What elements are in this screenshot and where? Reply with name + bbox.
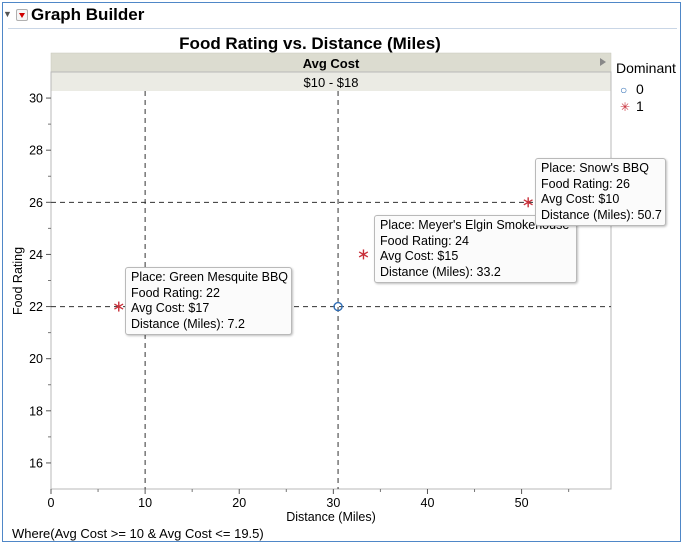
tooltip-distance: Distance (Miles): 50.7 [541,207,662,222]
y-tick-label: 24 [29,248,43,262]
group-value-label: $10 - $18 [304,75,359,90]
legend-label: 1 [636,98,644,114]
tooltip-cost: Avg Cost: $10 [541,192,620,206]
data-point-circle[interactable] [333,301,343,312]
y-tick-label: 16 [29,456,43,470]
x-tick-label: 40 [421,496,435,510]
header-divider [8,28,677,29]
y-tick-label: 18 [29,404,43,418]
data-point-asterisk[interactable] [358,249,369,260]
tooltip-distance: Distance (Miles): 7.2 [131,316,245,331]
group-header-label: Avg Cost [303,56,360,71]
data-point-asterisk[interactable] [523,197,533,208]
x-tick-label: 10 [138,496,152,510]
y-axis[interactable]: 16 18 20 22 24 26 28 30 [29,92,51,471]
app-title: Graph Builder [31,5,145,24]
x-axis-label: Distance (Miles) [286,510,376,524]
circle-marker-icon: ○ [620,83,628,97]
tooltip-place: Place: Green Mesquite BBQ [131,270,289,284]
x-tick-label: 30 [326,496,340,510]
x-tick-label: 50 [515,496,529,510]
red-triangle-menu-icon[interactable] [16,9,28,21]
tooltip-snows-bbq: Place: Snow's BBQ Food Rating: 26 Avg Co… [535,158,666,226]
tooltip-cost: Avg Cost: $15 [380,249,459,263]
y-tick-label: 26 [29,196,43,210]
tooltip-distance: Distance (Miles): 33.2 [380,264,501,279]
tooltip-meyers-elgin: Place: Meyer's Elgin Smokehouse Food Rat… [374,215,577,283]
where-filter-note: Where(Avg Cost >= 10 & Avg Cost <= 19.5) [12,526,264,541]
legend-label: 0 [636,81,644,97]
legend-item-0[interactable]: ○ 0 [620,81,644,97]
group-value-bar [51,72,611,91]
x-tick-label: 20 [232,496,246,510]
y-tick-label: 28 [29,144,43,158]
data-points[interactable] [114,197,533,312]
tooltip-rating: Food Rating: 22 [131,285,220,300]
tooltip-rating: Food Rating: 26 [541,176,630,191]
tooltip-green-mesquite: Place: Green Mesquite BBQ Food Rating: 2… [125,267,292,335]
y-axis-label: Food Rating [11,247,25,315]
data-point-asterisk[interactable] [114,301,124,312]
tooltip-cost: Avg Cost: $17 [131,301,210,315]
x-axis[interactable]: 0 10 20 30 40 50 [48,489,570,510]
tooltip-rating: Food Rating: 24 [380,233,469,248]
legend-item-1[interactable]: ✳ 1 [620,98,644,114]
chart-title: Food Rating vs. Distance (Miles) [179,34,441,53]
y-tick-label: 22 [29,300,43,314]
x-tick-label: 0 [48,496,55,510]
asterisk-marker-icon: ✳ [620,100,631,114]
legend-title: Dominant [616,60,676,76]
group-header-expand-icon[interactable] [600,58,606,66]
tooltip-place: Place: Snow's BBQ [541,161,649,175]
y-tick-label: 30 [29,92,43,106]
y-tick-label: 20 [29,352,43,366]
disclosure-arrow-icon[interactable]: ▼ [3,9,12,19]
tooltip-place: Place: Meyer's Elgin Smokehouse [380,218,570,232]
